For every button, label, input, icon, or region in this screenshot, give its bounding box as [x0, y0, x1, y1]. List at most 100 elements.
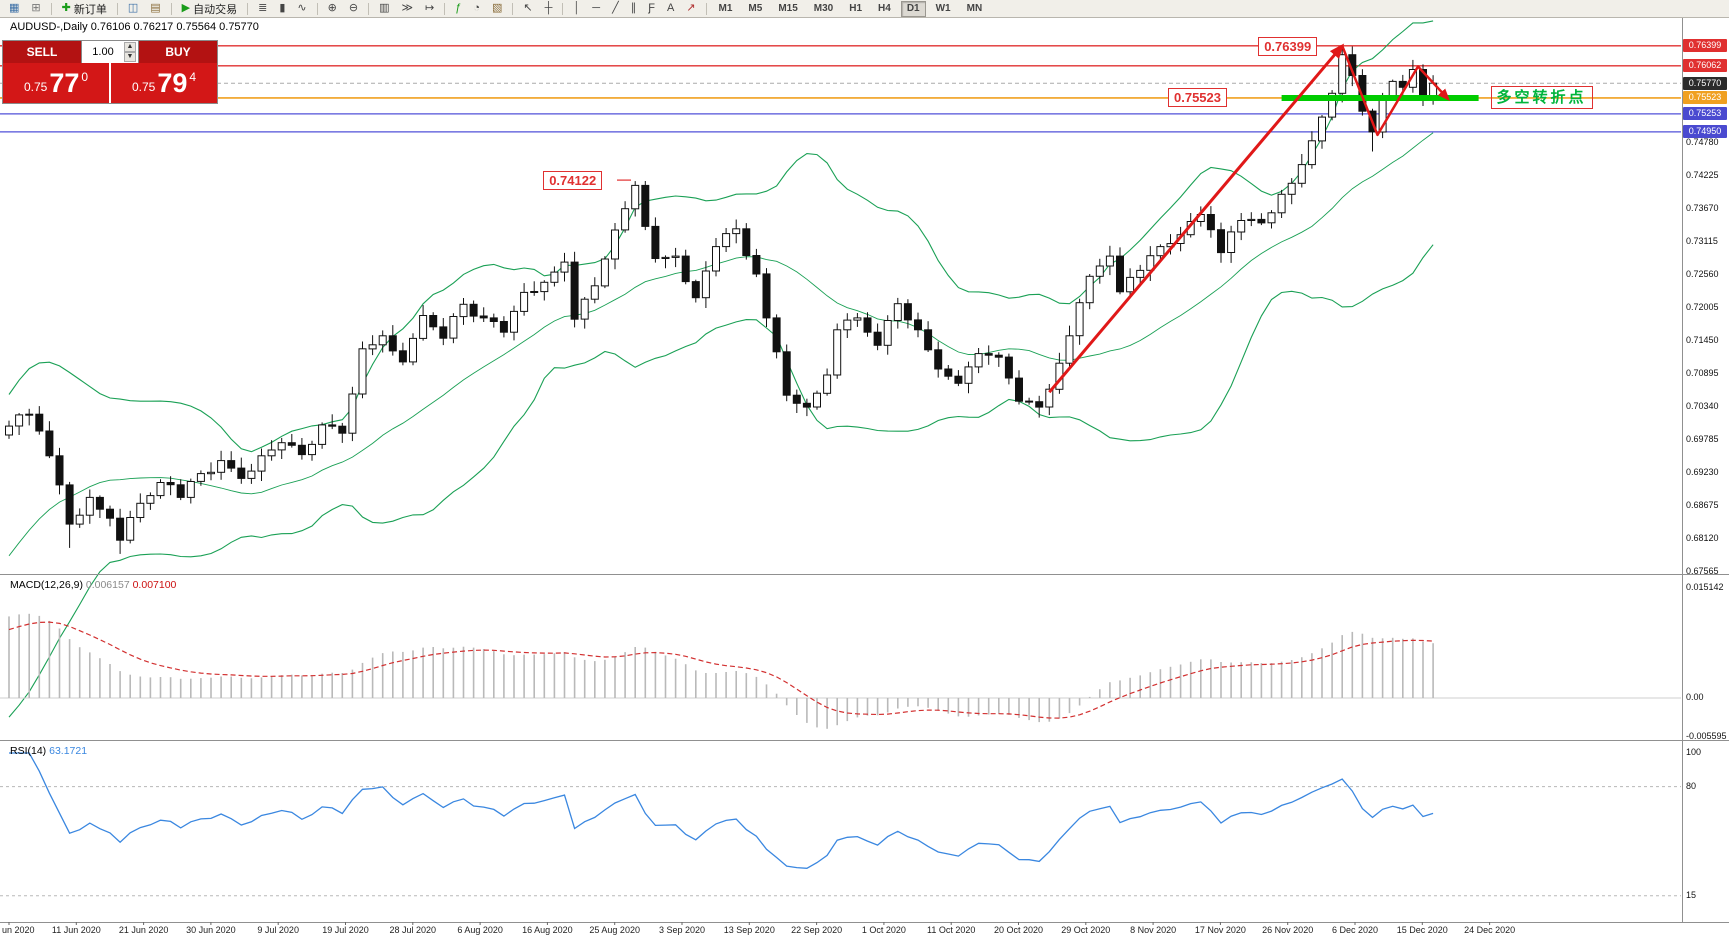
price-tick-label: 0.72560 — [1686, 268, 1719, 279]
toolbar-separator — [705, 2, 707, 15]
timeframe-m15[interactable]: M15 — [778, 2, 798, 14]
zoom-in-icon[interactable]: ⊕ — [323, 0, 342, 17]
text-icon[interactable]: A — [662, 0, 679, 17]
sell-price-frac: 0 — [81, 70, 89, 84]
charts-grid-icon: ◫ — [127, 2, 139, 14]
volume-up-icon[interactable]: ▲ — [124, 42, 136, 52]
price-tick-label: 0.69785 — [1686, 433, 1719, 444]
timeframe-m30[interactable]: M30 — [813, 2, 834, 14]
buy-button[interactable]: BUY — [139, 41, 217, 63]
cursor-icon[interactable]: ↖ — [518, 0, 537, 17]
date-label: 3 Sep 2020 — [658, 925, 706, 935]
new-order-button: ✚ — [61, 2, 71, 14]
toolbar-separator — [116, 2, 118, 15]
buy-price[interactable]: 0.75 79 4 — [111, 63, 217, 103]
date-label: un 2020 — [2, 925, 35, 935]
date-label: 29 Oct 2020 — [1061, 925, 1111, 935]
timeframe-m5[interactable]: M5 — [748, 2, 763, 14]
timeframe-m1[interactable]: M1 — [718, 2, 733, 14]
channel-icon[interactable]: ∥ — [626, 0, 642, 17]
date-label: 16 Aug 2020 — [522, 925, 573, 935]
toolbar-separator — [50, 2, 52, 15]
chart-ohlc-header: AUDUSD-,Daily 0.76106 0.76217 0.75564 0.… — [10, 21, 259, 33]
profiles-icon: ▤ — [150, 2, 161, 14]
price-badge: 0.75253 — [1683, 107, 1727, 121]
buy-price-prefix: 0.75 — [131, 80, 156, 94]
chart-shift-icon[interactable]: ↦ — [420, 0, 439, 17]
macd-axis-top: 0.015142 — [1686, 582, 1724, 592]
trendline-icon[interactable]: ╱ — [607, 0, 624, 17]
text-icon: A — [666, 2, 675, 14]
fibonacci-icon[interactable]: Ƒ — [643, 0, 660, 17]
annotation-september-peak-price[interactable]: 0.74122 — [543, 171, 603, 191]
fibonacci-icon: Ƒ — [648, 2, 655, 14]
timeframe-w1[interactable]: W1 — [935, 2, 951, 14]
candlestick-chart-icon[interactable]: ▮ — [274, 0, 290, 17]
sell-price[interactable]: 0.75 77 0 — [3, 63, 109, 103]
buy-price-pips: 79 — [157, 68, 188, 98]
new-order-button-label: 新订单 — [73, 3, 107, 16]
toolbar-separator — [562, 2, 564, 15]
annotation-support-price[interactable]: 0.75523 — [1168, 87, 1227, 107]
sell-price-prefix: 0.75 — [23, 80, 48, 94]
toolbar-separator — [444, 2, 446, 15]
macd-value: 0.006157 — [85, 579, 130, 591]
bar-chart-icon[interactable]: ≣ — [253, 0, 272, 17]
periods-icon[interactable]: ◔ — [468, 0, 485, 17]
market-watch-icon[interactable]: ▦ — [4, 0, 24, 17]
sell-button[interactable]: SELL — [3, 41, 81, 63]
price-tick-label: 0.68120 — [1686, 532, 1719, 543]
timeframe-h4[interactable]: H4 — [878, 2, 891, 14]
zoom-out-icon[interactable]: ⊖ — [344, 0, 363, 17]
profiles-icon[interactable]: ▤ — [145, 0, 165, 17]
date-label: 6 Aug 2020 — [457, 925, 503, 935]
arrows-icon[interactable]: ↗ — [681, 0, 700, 17]
annotation-peak-price[interactable]: 0.76399 — [1258, 36, 1318, 56]
macd-axis-bottom: -0.005595 — [1686, 731, 1727, 741]
new-order-button[interactable]: ✚ 新订单 — [57, 0, 112, 17]
auto-scroll-icon[interactable]: ≫ — [396, 0, 418, 17]
tile-windows-icon[interactable]: ▥ — [374, 0, 394, 17]
data-window-icon[interactable]: ⊞ — [26, 0, 45, 17]
date-label: 21 Jun 2020 — [118, 925, 169, 935]
symbol-period-label: AUDUSD-,Daily — [10, 21, 88, 33]
price-tick-label: 0.73115 — [1686, 236, 1718, 246]
price-badge: 0.76399 — [1683, 39, 1727, 53]
crosshair-icon[interactable]: ┼ — [540, 0, 558, 17]
timeframe-mn[interactable]: MN — [966, 2, 983, 14]
date-label: 13 Sep 2020 — [723, 925, 775, 935]
toolbar-separator — [512, 2, 514, 15]
trendline-icon: ╱ — [612, 2, 619, 14]
templates-icon[interactable]: ▧ — [487, 0, 507, 17]
price-tick-label: 0.73670 — [1686, 203, 1719, 213]
date-label: 6 Dec 2020 — [1331, 925, 1379, 935]
toolbar: ▦ ⊞ ✚ 新订单 ◫ ▤ ▶ 自动交易 ≣ ▮ ∿ ⊕ ⊖ ▥ ≫ ↦ ƒ ◔ ▧ ↖ ┼ │ ─ ╱ ∥ Ƒ A ↗ M1 M5 M15… — [0, 0, 1729, 18]
autotrading-button-label: 自动交易 — [193, 3, 238, 16]
charts-grid-icon[interactable]: ◫ — [123, 0, 143, 17]
channel-icon: ∥ — [630, 2, 637, 14]
date-label: 22 Sep 2020 — [791, 925, 843, 935]
volume-down-icon[interactable]: ▼ — [124, 52, 136, 62]
horizontal-line-icon: ─ — [592, 2, 601, 14]
indicators-icon[interactable]: ƒ — [450, 0, 466, 17]
timeframe-h1[interactable]: H1 — [849, 2, 863, 14]
tile-windows-icon: ▥ — [379, 2, 390, 14]
horizontal-line-icon[interactable]: ─ — [587, 0, 605, 17]
timeframe-d1[interactable]: D1 — [900, 0, 926, 17]
price-tick-label: 0.69230 — [1686, 466, 1719, 477]
autotrading-button[interactable]: ▶ 自动交易 — [177, 0, 242, 17]
volume-box: ▲ ▼ — [81, 41, 139, 63]
rsi-value: 63.1721 — [49, 745, 88, 757]
annotation-turning-point[interactable]: 多空转折点 — [1490, 86, 1593, 109]
buy-price-frac: 4 — [189, 70, 197, 84]
zoom-in-icon: ⊕ — [327, 2, 337, 14]
vertical-line-icon[interactable]: │ — [568, 0, 585, 17]
rsi-label: RSI(14) 63.1721 — [10, 745, 87, 757]
volume-input[interactable] — [82, 42, 124, 62]
date-label: 20 Oct 2020 — [993, 925, 1044, 935]
date-label: 1 Oct 2020 — [861, 925, 906, 935]
ohlc-values: 0.76106 0.76217 0.75564 0.75770 — [90, 21, 259, 33]
line-chart-icon[interactable]: ∿ — [292, 0, 311, 17]
